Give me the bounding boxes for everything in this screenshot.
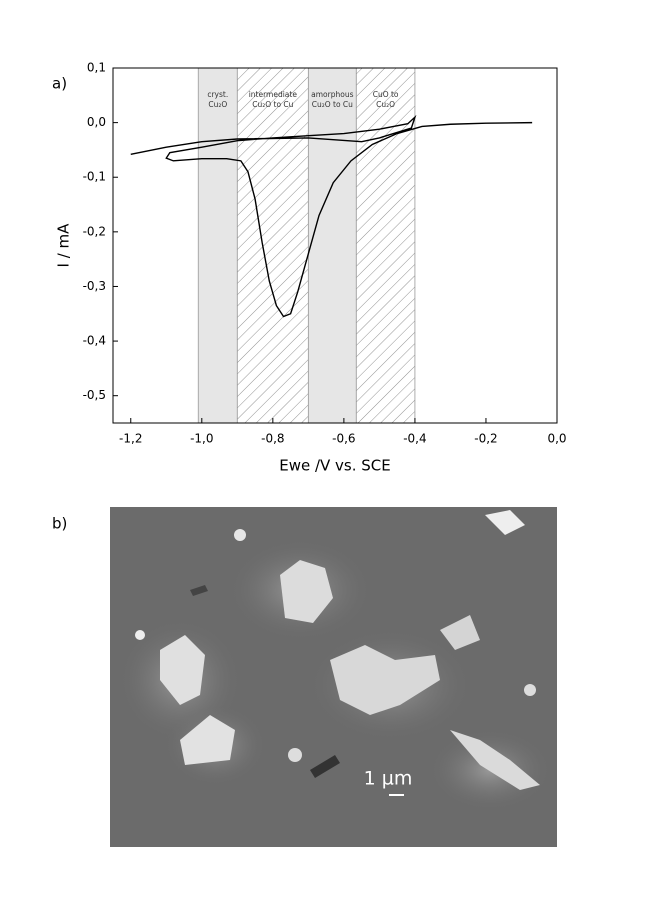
x-tick-label: 0,0: [547, 432, 566, 446]
region-label: cryst.: [207, 90, 228, 99]
y-axis-label: I / mA: [55, 223, 73, 268]
y-tick-label: -0,5: [83, 388, 106, 402]
x-tick-label: -0,6: [332, 432, 355, 446]
x-tick-label: -0,4: [403, 432, 426, 446]
region-label: amorphous: [311, 90, 353, 99]
region: [355, 67, 416, 424]
region-label: CuO to: [373, 90, 399, 99]
x-tick-label: -0,2: [474, 432, 497, 446]
panel-label: b): [52, 515, 67, 533]
x-tick-label: -1,2: [119, 432, 142, 446]
region-label: Cu₂O: [208, 100, 227, 109]
region-label: intermediate: [249, 90, 298, 99]
y-tick-label: 0,1: [87, 61, 106, 75]
x-tick-label: -0,8: [261, 432, 284, 446]
y-tick-label: -0,2: [83, 224, 106, 238]
scale-bar-label: 1 µm: [364, 768, 413, 790]
region-label: Cu₂O to Cu: [252, 100, 293, 109]
region: [307, 67, 357, 424]
y-tick-label: -0,1: [83, 170, 106, 184]
panel-label: a): [52, 75, 67, 93]
y-tick-label: -0,3: [83, 279, 106, 293]
region: [197, 67, 238, 424]
region-label: Cu₂O: [376, 100, 395, 109]
x-tick-label: -1,0: [190, 432, 213, 446]
x-axis-label: Ewe /V vs. SCE: [279, 457, 391, 475]
cv-curve: [130, 114, 533, 318]
region-label: Cu₂O to Cu: [312, 100, 353, 109]
y-tick-label: 0,0: [87, 115, 106, 129]
plot-frame: [112, 67, 558, 424]
y-tick-label: -0,4: [83, 334, 106, 348]
sem-image: 1 µm: [110, 507, 557, 847]
region: [236, 67, 309, 424]
